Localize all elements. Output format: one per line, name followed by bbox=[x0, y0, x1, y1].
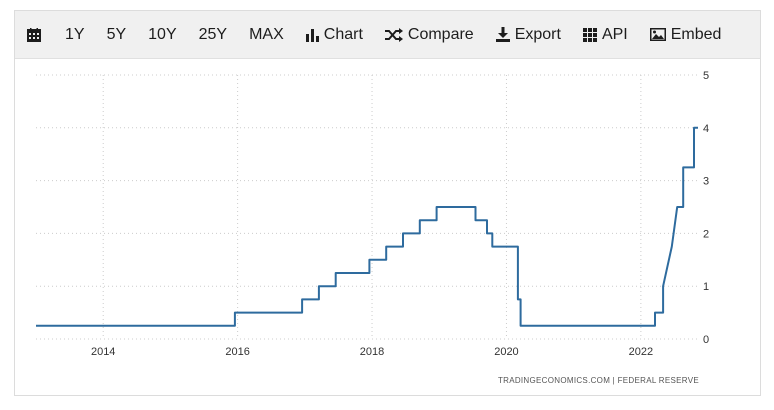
compare-label: Compare bbox=[407, 25, 474, 43]
grid-lines bbox=[36, 74, 698, 340]
chart-toolbar: 1Y 5Y 10Y 25Y MAX Chart Compare Export bbox=[15, 11, 760, 59]
range-10y-button[interactable]: 10Y bbox=[148, 11, 176, 58]
y-tick-label: 3 bbox=[703, 176, 709, 188]
range-10y-label: 10Y bbox=[148, 25, 177, 43]
range-5y-button[interactable]: 5Y bbox=[107, 11, 127, 58]
series-line bbox=[36, 126, 698, 327]
grid-icon bbox=[582, 27, 597, 42]
range-5y-label: 5Y bbox=[106, 25, 127, 43]
y-tick-label: 4 bbox=[703, 123, 709, 135]
api-label: API bbox=[601, 25, 628, 43]
embed-button[interactable]: Embed bbox=[649, 11, 722, 58]
range-max-label: MAX bbox=[249, 25, 284, 43]
x-tick-label: 2016 bbox=[225, 346, 249, 358]
y-tick-label: 2 bbox=[703, 228, 709, 240]
range-25y-button[interactable]: 25Y bbox=[199, 11, 227, 58]
export-button[interactable]: Export bbox=[495, 11, 561, 58]
x-tick-label: 2018 bbox=[360, 346, 384, 358]
compare-button[interactable]: Compare bbox=[384, 11, 474, 58]
shuffle-icon bbox=[384, 27, 403, 42]
series-group bbox=[36, 126, 698, 327]
x-tick-label: 2022 bbox=[629, 346, 653, 358]
calendar-button[interactable] bbox=[27, 11, 41, 58]
y-tick-label: 0 bbox=[703, 334, 709, 346]
range-25y-label: 25Y bbox=[198, 25, 228, 43]
calendar-icon bbox=[27, 27, 41, 42]
chart-frame: 1Y 5Y 10Y 25Y MAX Chart Compare Export bbox=[14, 10, 761, 396]
source-attribution: TRADINGECONOMICS.COM | FEDERAL RESERVE bbox=[498, 376, 699, 385]
y-tick-label: 5 bbox=[703, 70, 709, 82]
image-icon bbox=[649, 28, 666, 41]
x-tick-label: 2014 bbox=[91, 346, 115, 358]
export-label: Export bbox=[514, 25, 561, 43]
x-axis-ticks: 2014 2016 2018 2020 2022 bbox=[91, 346, 653, 358]
range-max-button[interactable]: MAX bbox=[249, 11, 284, 58]
range-1y-label: 1Y bbox=[65, 25, 85, 43]
range-1y-button[interactable]: 1Y bbox=[65, 11, 85, 58]
chart-type-label: Chart bbox=[323, 25, 363, 43]
download-icon bbox=[495, 27, 510, 42]
y-axis-ticks: 0 1 2 3 4 5 bbox=[703, 70, 709, 346]
bar-chart-icon bbox=[305, 28, 319, 42]
api-button[interactable]: API bbox=[582, 11, 628, 58]
y-tick-label: 1 bbox=[703, 281, 709, 293]
chart-type-button[interactable]: Chart bbox=[305, 11, 363, 58]
embed-label: Embed bbox=[670, 25, 722, 43]
x-tick-label: 2020 bbox=[494, 346, 518, 358]
